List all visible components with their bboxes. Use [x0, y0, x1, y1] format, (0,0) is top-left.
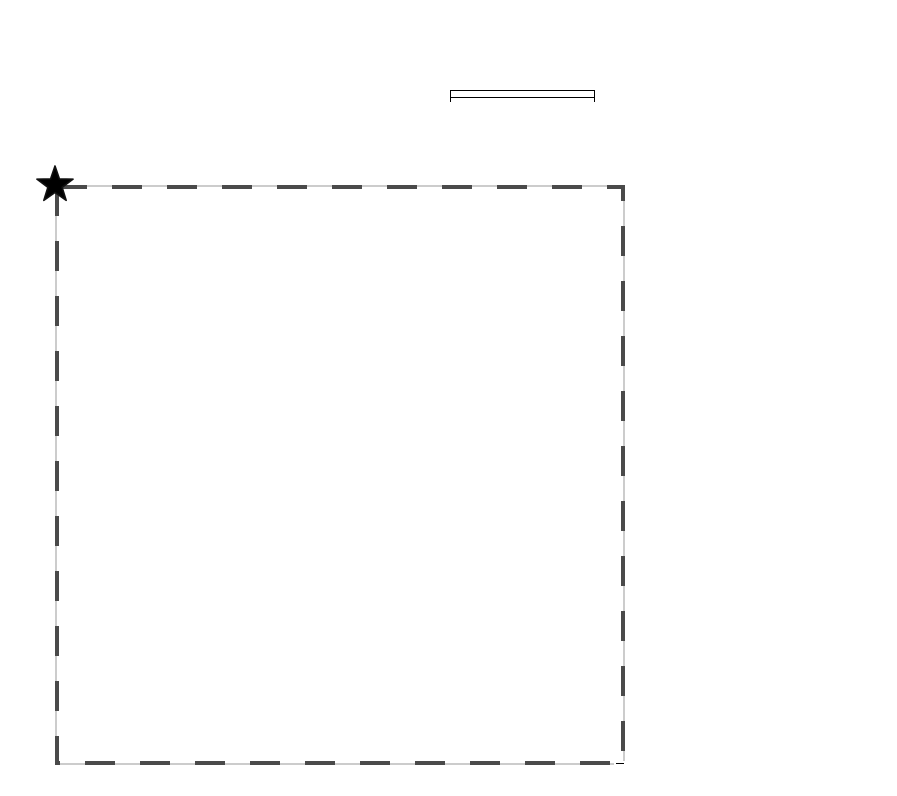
- legend-item: [722, 236, 897, 260]
- legend-color-swatch: [722, 268, 746, 292]
- legend-item: [722, 364, 897, 388]
- legend-color-swatch: [722, 204, 746, 228]
- legend-items: [706, 172, 897, 388]
- legend-color-swatch: [722, 172, 746, 196]
- legend-color-swatch: [722, 300, 746, 324]
- legend-item: [722, 204, 897, 228]
- event-info: [57, 67, 121, 89]
- legend-color-swatch: [722, 364, 746, 388]
- legend-item: [722, 332, 897, 356]
- legend: [706, 143, 897, 396]
- legend-color-swatch: [722, 236, 746, 260]
- legend-item: [722, 172, 897, 196]
- event-location: [57, 67, 121, 89]
- population-density-raster: [55, 185, 625, 765]
- population-density-map: [36, 165, 626, 766]
- legend-item: [722, 300, 897, 324]
- legend-color-swatch: [722, 332, 746, 356]
- legend-item: [722, 268, 897, 292]
- emsc-attribution-badge: [614, 761, 626, 766]
- epicenter-star-icon: [36, 165, 74, 202]
- map-scale-bar: [450, 90, 595, 102]
